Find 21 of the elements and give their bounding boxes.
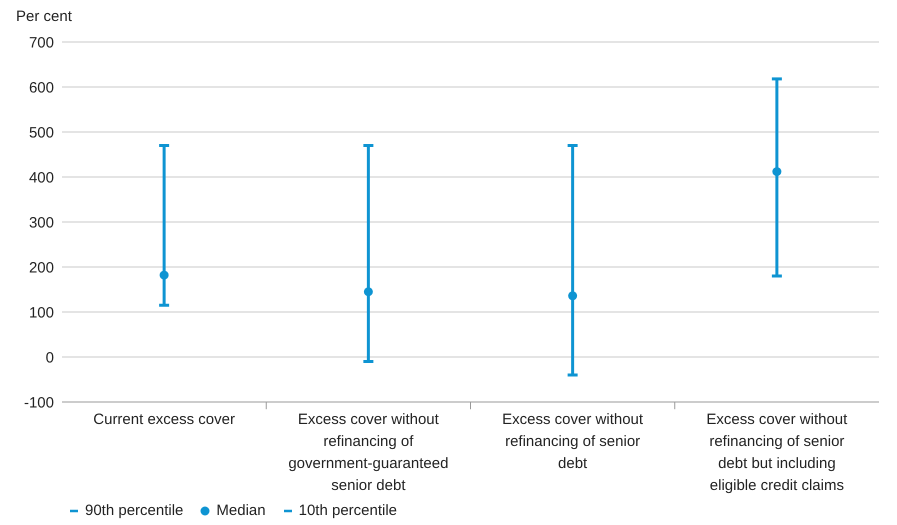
point	[364, 287, 373, 296]
y-tick-label: 300	[28, 214, 54, 232]
legend-label: 90th percentile	[85, 502, 184, 519]
y-tick-label: 100	[28, 304, 54, 322]
x-tick-label: Excess cover without refinancing of government-guaranteed senior debt	[288, 411, 448, 494]
y-axis-title: Per cent	[15, 8, 73, 27]
y-tick-label: 500	[28, 124, 54, 142]
y-tick-label: -100	[24, 394, 54, 412]
y-tick-label: 600	[28, 79, 54, 96]
point	[772, 167, 782, 176]
x-tick-label: Excess cover without refinancing of senior debt	[502, 411, 644, 472]
y-tick-label: 700	[28, 34, 54, 52]
y-tick-label: 400	[28, 169, 54, 186]
point	[160, 270, 169, 280]
point	[568, 291, 578, 300]
legend-label: Median	[216, 502, 266, 519]
y-tick-label: 200	[28, 259, 54, 276]
x-tick-label: Current excess cover	[93, 411, 235, 428]
y-tick-label: 0	[46, 349, 54, 366]
legend-label: 10th percentile	[298, 502, 398, 519]
x-tick-label: Excess cover without refinancing of senior debt but including eligible credit claims	[706, 411, 848, 494]
